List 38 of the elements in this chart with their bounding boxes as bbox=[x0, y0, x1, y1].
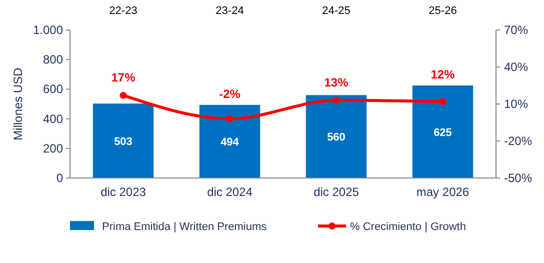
bar bbox=[199, 104, 260, 178]
bar bbox=[412, 86, 474, 178]
y-tick-label: 400 bbox=[42, 112, 64, 126]
y2-tick-label: 70% bbox=[504, 23, 528, 37]
bar bbox=[92, 104, 154, 178]
x-tick-label: dic 2023 bbox=[100, 185, 146, 199]
text: 24-25 bbox=[322, 5, 350, 17]
y2-tick-label: -50% bbox=[504, 171, 532, 185]
point bbox=[226, 115, 234, 122]
y-tick-label: 0 bbox=[56, 171, 64, 185]
y-tick-label: 600 bbox=[42, 82, 64, 96]
data-label: 13% bbox=[324, 75, 349, 90]
y-tick-label: 200 bbox=[42, 141, 64, 156]
y2-tick-label: 40% bbox=[504, 60, 528, 74]
point bbox=[439, 98, 446, 106]
y-axis-title: Millones USD bbox=[11, 67, 25, 140]
text: 22-23 bbox=[109, 5, 138, 17]
x-tick-label: dic 2024 bbox=[207, 185, 253, 199]
y-tick-label: 1.000 bbox=[32, 23, 64, 37]
text: 25-26 bbox=[428, 5, 457, 17]
text: 23-24 bbox=[216, 5, 244, 17]
data-label: 625 bbox=[434, 126, 452, 139]
y-tick-label: 800 bbox=[42, 52, 64, 67]
x-tick-label: may 2026 bbox=[416, 185, 470, 199]
legend-label: Prima Emitida | Written Premiums bbox=[102, 221, 268, 233]
y2-tick-label: -20% bbox=[504, 134, 532, 148]
data-label: -2% bbox=[219, 86, 241, 101]
x-tick-label: dic 2025 bbox=[314, 185, 360, 199]
data-label: 560 bbox=[327, 132, 346, 144]
point bbox=[120, 92, 127, 99]
data-label: 17% bbox=[111, 70, 136, 84]
data-label: 12% bbox=[430, 68, 456, 82]
point bbox=[332, 96, 340, 104]
data-label: 494 bbox=[220, 136, 240, 148]
legend-label: % Crecimiento | Growth bbox=[350, 221, 466, 233]
y2-tick-label: 10% bbox=[504, 97, 528, 111]
bar bbox=[306, 95, 367, 178]
data-label: 503 bbox=[114, 136, 132, 148]
